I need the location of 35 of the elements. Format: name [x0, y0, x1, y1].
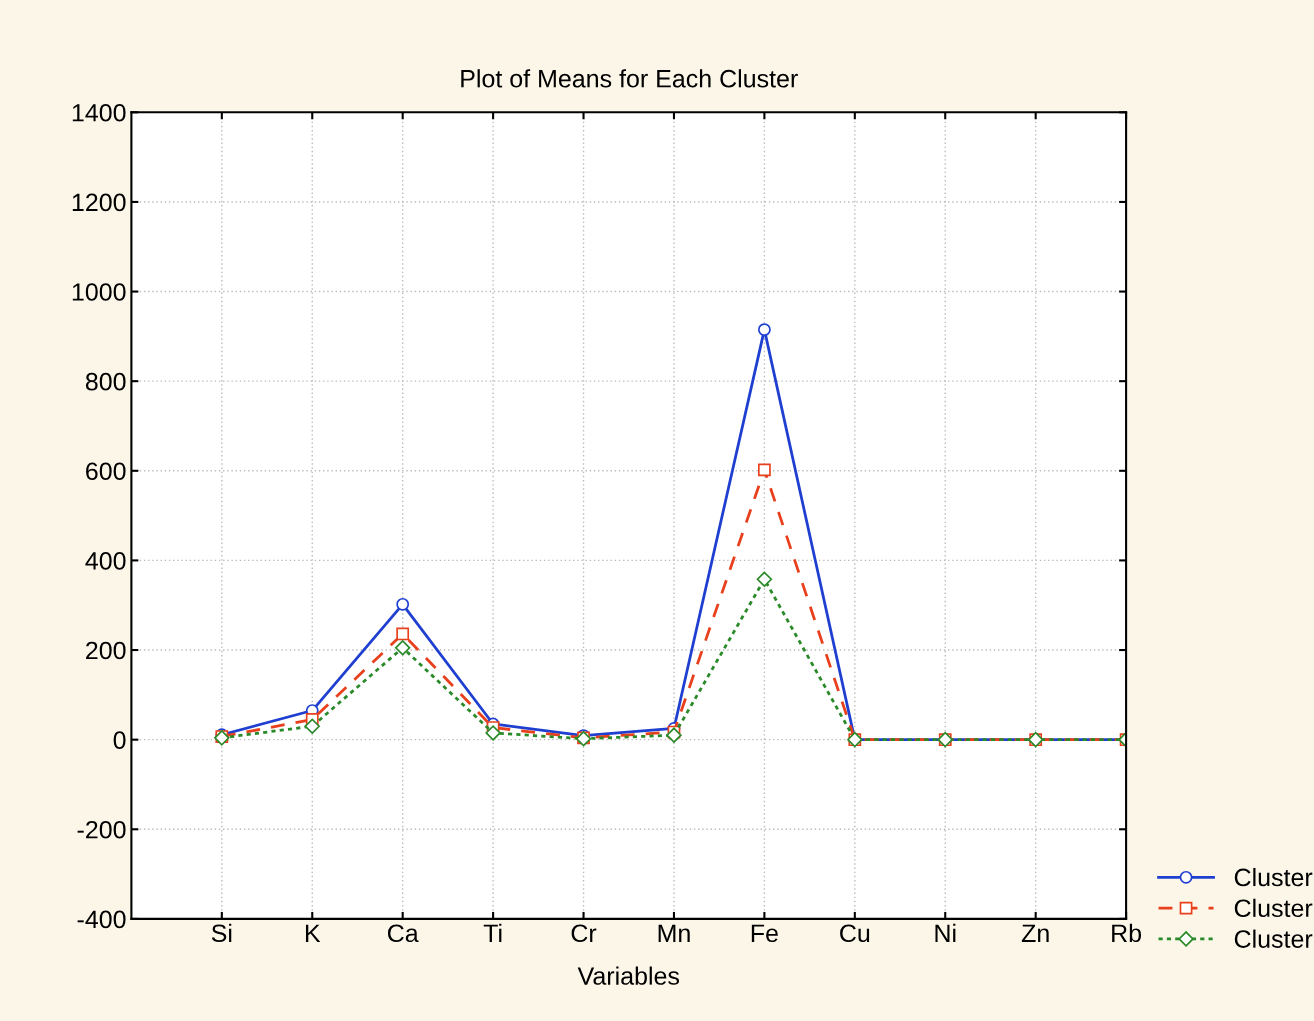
y-tick-label: 200	[86, 641, 126, 660]
y-tick-label: 0	[113, 731, 126, 749]
x-tick-label: Zn	[1021, 924, 1049, 942]
y-tick-label: 600	[86, 462, 126, 481]
legend-label: Cluster	[1234, 867, 1313, 887]
point	[304, 718, 320, 734]
x-tick-label: Ca	[387, 924, 419, 943]
point	[396, 627, 410, 641]
y-tick-label: -200	[77, 820, 126, 839]
legend-label: Cluster	[1234, 898, 1313, 918]
x-tick-label: Ni	[935, 923, 956, 942]
y-tick-label: -400	[77, 910, 126, 929]
x-axis-title: Variables	[577, 966, 680, 985]
x-tick-label: Rb	[1112, 923, 1142, 943]
point	[485, 725, 501, 741]
x-tick-label: Fe	[751, 924, 778, 943]
point	[757, 323, 771, 337]
point	[394, 640, 411, 656]
y-tick-label: 1200	[72, 193, 126, 212]
chart-title: Plot of Means for Each Cluster	[461, 69, 798, 88]
y-tick-label: 400	[85, 552, 126, 570]
x-tick-label: Mn	[658, 924, 690, 942]
point	[756, 571, 773, 587]
y-tick-label: 800	[85, 372, 126, 391]
x-tick-label: Ti	[483, 923, 502, 942]
x-tick-label: Si	[211, 923, 232, 943]
point	[396, 597, 410, 611]
point	[757, 463, 771, 477]
y-tick-label: 1000	[72, 283, 126, 301]
point	[666, 727, 682, 743]
x-tick-label: Cr	[571, 924, 597, 943]
y-tick-label: 1400	[72, 103, 126, 122]
x-tick-label: Cu	[840, 924, 870, 943]
x-tick-label: K	[305, 924, 321, 942]
legend-label: Cluster	[1234, 929, 1313, 948]
